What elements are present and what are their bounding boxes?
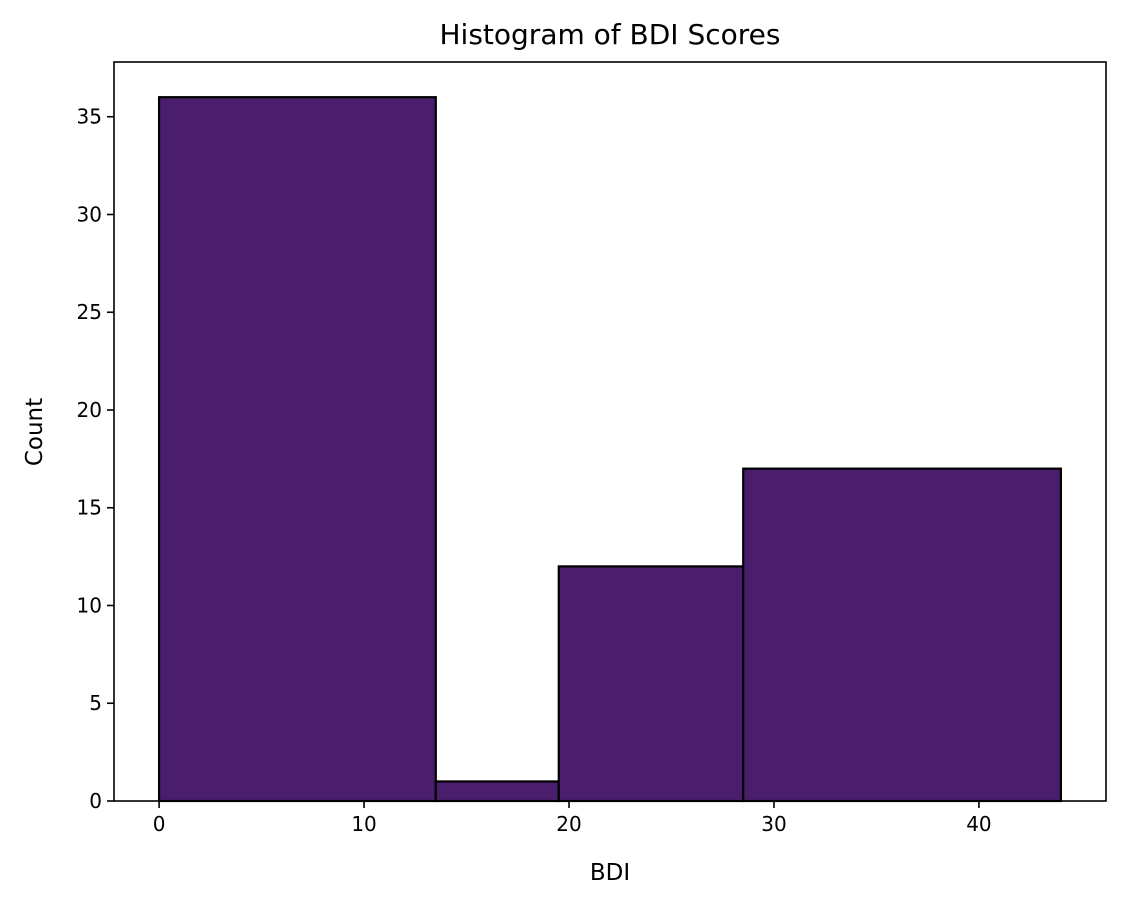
y-axis-label: Count (22, 398, 48, 466)
y-tick-label: 20 (77, 398, 102, 422)
y-tick-label: 10 (77, 593, 102, 617)
y-tick-label: 15 (77, 496, 102, 520)
x-axis-label: BDI (590, 860, 630, 886)
histogram-bar-2 (434, 780, 560, 803)
plot-frame (113, 61, 1107, 802)
chart-title: Histogram of BDI Scores (440, 18, 781, 51)
histogram-bar-4 (742, 467, 1063, 803)
x-tick-label: 30 (761, 812, 786, 836)
y-tick-label: 0 (89, 789, 102, 813)
x-tick-label: 20 (556, 812, 581, 836)
bars-group (157, 96, 1063, 803)
x-tick-label: 10 (351, 812, 376, 836)
y-axis-ticks: 0 5 10 15 20 25 30 35 (77, 105, 114, 813)
x-axis-ticks: 0 10 20 30 40 (153, 801, 992, 836)
histogram-bar-1 (157, 96, 437, 803)
x-tick-label: 0 (153, 812, 166, 836)
histogram-bar-3 (557, 565, 745, 803)
y-tick-label: 35 (77, 105, 102, 129)
y-tick-label: 25 (77, 300, 102, 324)
y-tick-label: 30 (77, 202, 102, 226)
x-tick-label: 40 (966, 812, 991, 836)
y-tick-label: 5 (89, 691, 102, 715)
